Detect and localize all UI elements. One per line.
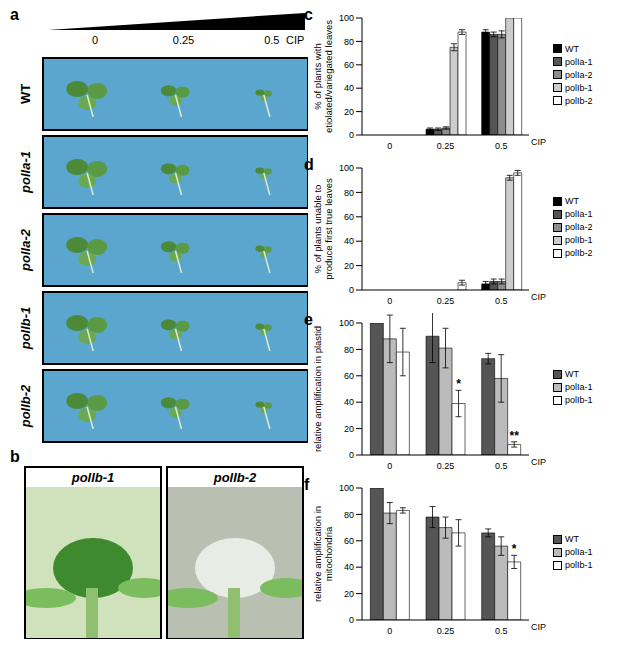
svg-text:**: **	[510, 429, 520, 443]
svg-text:100: 100	[339, 483, 354, 493]
svg-text:40: 40	[344, 397, 354, 407]
svg-text:20: 20	[344, 107, 354, 117]
html-text:b: b	[10, 448, 20, 465]
svg-text:20: 20	[344, 261, 354, 271]
html-text:0.5: 0.5	[264, 34, 280, 46]
html-text:polIb-1: polIb-1	[565, 560, 593, 570]
svg-text:40: 40	[344, 562, 354, 572]
svg-text:0.25: 0.25	[437, 296, 455, 306]
svg-text:0.25: 0.25	[437, 461, 455, 471]
html-text:CIP: CIP	[531, 292, 546, 302]
html-text:e: e	[304, 311, 313, 328]
svg-text:0.5: 0.5	[495, 296, 508, 306]
html-text:0.25: 0.25	[172, 34, 195, 46]
html-text:polIa-1: polIa-1	[18, 151, 33, 193]
html-text:polIb-2: polIb-2	[565, 248, 593, 258]
html-text:polIb-1: polIb-1	[71, 470, 115, 485]
html-text:% of plants with etiolated/var: % of plants with etiolated/variegated le…	[312, 20, 334, 133]
svg-text:0.5: 0.5	[495, 461, 508, 471]
html-text:WT: WT	[565, 43, 579, 54]
html-text:polIa-1: polIa-1	[565, 547, 593, 557]
html-text:CIP: CIP	[531, 137, 546, 147]
svg-text:80: 80	[344, 510, 354, 520]
html-text:polIa-1: polIa-1	[565, 382, 593, 392]
svg-text:60: 60	[344, 371, 354, 381]
svg-text:100: 100	[339, 163, 354, 173]
svg-text:20: 20	[344, 424, 354, 434]
svg-text:40: 40	[344, 236, 354, 246]
svg-text:0: 0	[387, 461, 392, 471]
html-text:relative amplification in mito: relative amplification in mitochondria	[312, 506, 334, 603]
html-text:polIb-1: polIb-1	[565, 82, 593, 93]
html-text:WT: WT	[565, 369, 579, 379]
html-text:CIP: CIP	[531, 622, 546, 632]
svg-text:0: 0	[349, 450, 354, 460]
svg-text:0.5: 0.5	[495, 626, 508, 636]
svg-text:60: 60	[344, 536, 354, 546]
svg-text:80: 80	[344, 345, 354, 355]
html-text:0: 0	[92, 34, 99, 46]
svg-text:40: 40	[344, 83, 354, 93]
svg-text:80: 80	[344, 37, 354, 47]
html-text:f: f	[304, 476, 310, 493]
html-text:CIP: CIP	[531, 457, 546, 467]
svg-text:0: 0	[387, 141, 392, 151]
svg-text:0: 0	[349, 615, 354, 625]
html-text:polIb-1: polIb-1	[565, 395, 593, 405]
html-text:polIa-1: polIa-1	[565, 209, 593, 219]
html-text:polIb-2: polIb-2	[18, 384, 33, 428]
svg-text:100: 100	[339, 318, 354, 328]
svg-text:0: 0	[387, 626, 392, 636]
html-text:polIb-2: polIb-2	[213, 470, 257, 485]
html-text:WT: WT	[18, 83, 33, 105]
html-text:polIa-2: polIa-2	[18, 229, 33, 271]
html-text:CIP: CIP	[286, 34, 305, 46]
svg-text:100: 100	[339, 13, 354, 23]
html-text:polIa-2: polIa-2	[565, 69, 593, 80]
svg-text:60: 60	[344, 212, 354, 222]
html-text:d: d	[304, 156, 314, 173]
svg-text:60: 60	[344, 60, 354, 70]
html-text:WT: WT	[565, 534, 579, 544]
html-text:polIb-1: polIb-1	[565, 235, 593, 245]
html-text:WT: WT	[565, 196, 579, 206]
svg-text:0: 0	[387, 296, 392, 306]
html-text:polIa-1: polIa-1	[565, 56, 593, 67]
html-text:polIb-2: polIb-2	[565, 95, 593, 106]
html-text:relative amplification in plas: relative amplification in plastid	[312, 325, 323, 453]
html-text:% of plants unable to produce: % of plants unable to produce first true…	[312, 178, 334, 280]
svg-text:80: 80	[344, 188, 354, 198]
svg-text:0.5: 0.5	[495, 141, 508, 151]
html-text:polIa-2: polIa-2	[565, 222, 593, 232]
html-text:polIb-1: polIb-1	[18, 306, 33, 350]
svg-text:*: *	[456, 377, 461, 391]
svg-text:*: *	[512, 542, 517, 556]
svg-text:0.25: 0.25	[437, 626, 455, 636]
svg-text:20: 20	[344, 589, 354, 599]
svg-text:0: 0	[349, 285, 354, 295]
svg-text:0: 0	[349, 130, 354, 140]
svg-text:0.25: 0.25	[437, 141, 455, 151]
